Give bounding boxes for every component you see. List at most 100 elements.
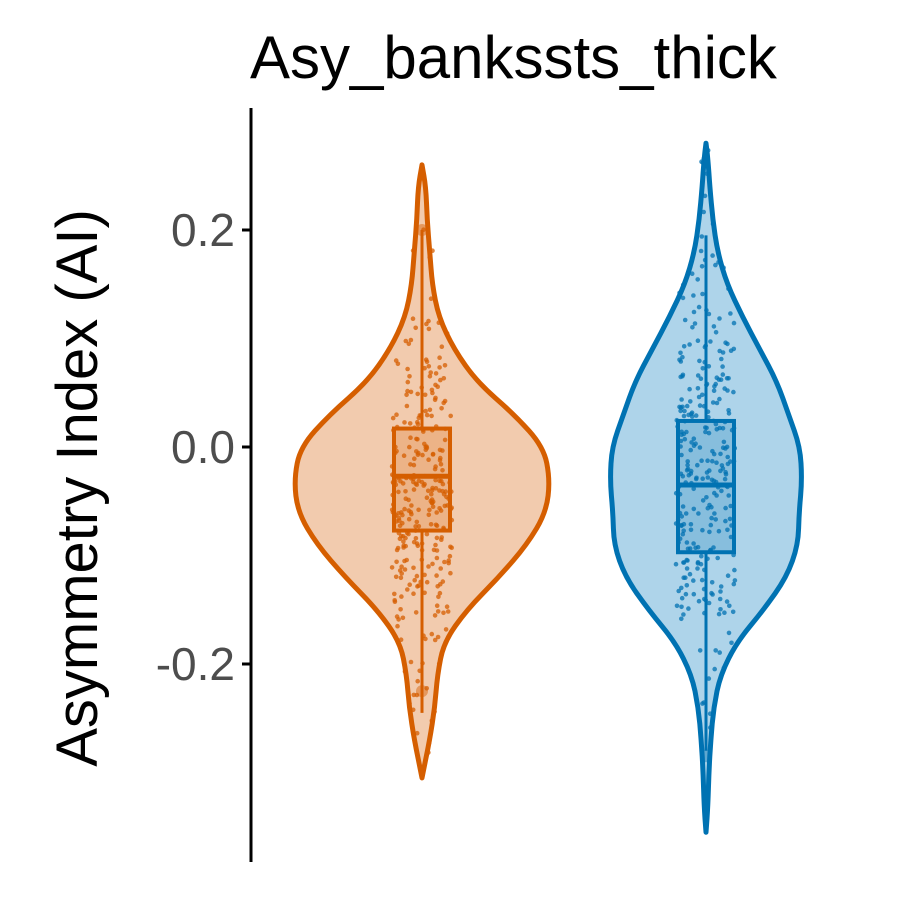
data-point [448,413,454,419]
data-point [707,711,713,716]
y-tick-label: 0.0 [171,421,235,473]
data-point [684,566,690,571]
data-point [711,388,717,394]
data-point [403,496,409,502]
data-point [707,529,712,535]
data-point [414,730,420,736]
data-point [696,598,702,604]
data-point [708,339,713,344]
data-point [412,456,417,462]
data-point [711,478,717,484]
data-point [432,613,438,618]
data-point [683,575,688,580]
data-point [713,648,718,653]
data-point [413,536,419,541]
data-point [677,357,682,363]
data-point [722,386,727,391]
data-point [432,397,438,403]
data-point [685,466,691,472]
data-point [429,387,435,393]
data-point [679,514,685,519]
data-point [435,609,441,614]
data-point [432,709,437,714]
data-point [703,429,708,435]
data-point [414,436,419,442]
data-point [699,553,704,559]
data-point [426,457,431,463]
data-point [413,524,418,529]
y-axis: 0.2 0.0 -0.2 [156,108,253,862]
data-point [697,403,703,408]
data-point [689,411,694,417]
data-point [441,400,447,406]
data-point [405,366,410,372]
data-point [428,296,434,302]
data-point [691,486,696,492]
data-point [407,421,413,426]
data-point [434,573,439,578]
data-point [430,248,435,253]
data-point [681,612,686,617]
data-point [422,392,428,398]
data-point [715,555,720,561]
data-point [676,588,681,594]
data-point [709,515,714,521]
data-point [406,341,412,347]
data-point [691,293,696,298]
data-point [427,254,433,260]
data-point [688,399,693,404]
data-point [711,545,716,550]
violin-group [608,140,804,835]
data-point [691,578,696,583]
data-point [434,548,440,553]
data-point [408,659,414,665]
data-point [434,510,440,515]
data-point [710,592,715,597]
data-point [725,573,731,578]
data-point [393,574,399,580]
data-point [691,309,697,315]
data-point [698,561,704,567]
data-point [695,277,700,282]
data-point [681,560,687,565]
data-point [430,504,436,510]
data-point [428,370,434,375]
data-point [725,341,730,347]
data-point [681,528,686,533]
data-point [698,376,704,382]
data-point [426,326,432,332]
data-point [424,531,430,537]
data-point [437,590,443,596]
data-point [396,617,401,622]
violin-group [292,162,552,781]
data-point [717,425,722,431]
data-point [706,430,712,436]
data-point [683,511,689,516]
data-point [714,400,720,406]
data-point [691,506,697,512]
data-point [704,171,710,176]
data-point [426,564,431,569]
data-point [398,607,403,612]
data-point [448,570,453,576]
data-point [713,262,718,268]
data-point [678,350,683,356]
data-point [693,413,699,418]
data-point [720,372,726,377]
data-point [697,445,703,450]
data-point [399,594,404,599]
data-point [410,707,416,713]
data-point [726,493,731,498]
data-point [430,452,436,457]
data-point [400,481,406,486]
data-point [403,489,408,494]
data-point [433,371,439,376]
data-point [434,555,440,561]
data-point [424,359,430,365]
data-point [727,516,733,522]
data-point [392,591,397,597]
data-point [405,587,410,592]
data-point [687,386,692,392]
data-point [732,578,738,583]
